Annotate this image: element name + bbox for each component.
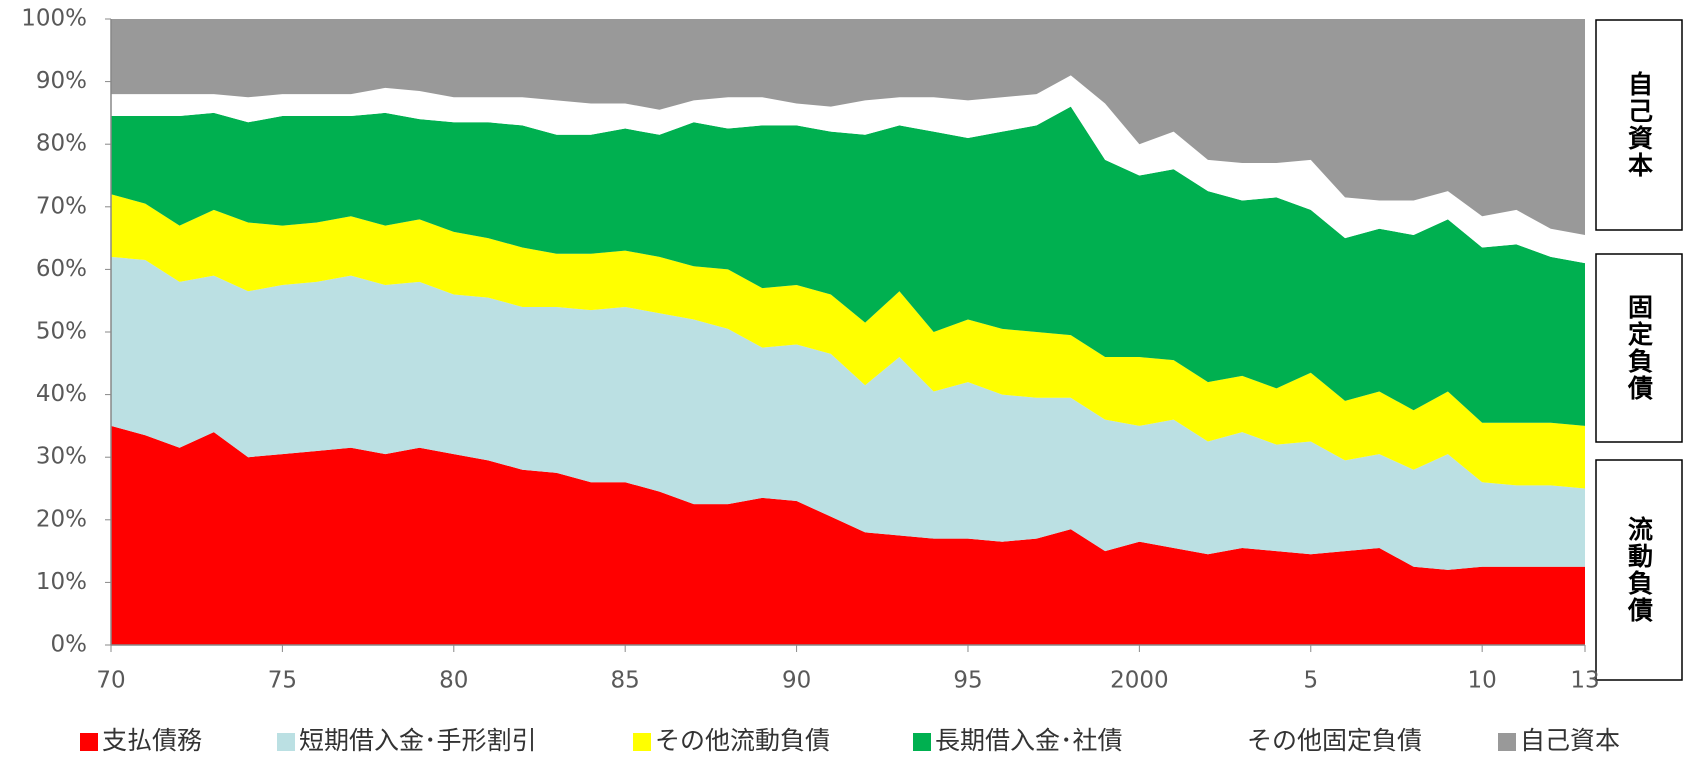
y-tick-label: 10%: [36, 569, 87, 595]
area: [111, 194, 1585, 489]
y-tick-label: 40%: [36, 381, 87, 407]
area: [111, 425, 1585, 645]
y-tick-label: 90%: [36, 68, 87, 94]
x-tick-label: 90: [782, 668, 811, 694]
annotation-box: [1595, 459, 1683, 681]
area: [111, 19, 1585, 235]
y-tick-label: 50%: [36, 319, 87, 345]
area: [111, 75, 1585, 264]
x-tick-label: 95: [953, 668, 982, 694]
annotation-box: [1595, 253, 1683, 443]
legend-label: その他固定負債: [1247, 726, 1422, 755]
y-tick-label: 20%: [36, 506, 87, 532]
annotation: 流動負債: [1625, 516, 1655, 624]
x-tick-label: 5: [1303, 668, 1318, 694]
y-tick-label: 100%: [21, 6, 87, 32]
area: [111, 256, 1585, 570]
legend-swatch: [1498, 733, 1516, 751]
legend-swatch: [80, 733, 98, 751]
legend-swatch: [633, 733, 651, 751]
legend-swatch: [1225, 733, 1243, 751]
y-tick-label: 80%: [36, 131, 87, 157]
y-tick-label: 0%: [51, 632, 88, 658]
y-tick-label: 30%: [36, 444, 87, 470]
legend-label: その他流動負債: [655, 726, 830, 755]
y-tick-label: 70%: [36, 193, 87, 219]
annotation: 固定負債: [1625, 294, 1655, 402]
y-tick-label: 60%: [36, 256, 87, 282]
x-tick-label: 80: [439, 668, 468, 694]
x-tick-label: 2000: [1110, 668, 1169, 694]
legend-swatch: [913, 733, 931, 751]
legend-label: 支払債務: [102, 726, 202, 755]
x-tick-label: 13: [1570, 668, 1599, 694]
area: [111, 106, 1585, 426]
legend-label: 長期借入金･社債: [935, 726, 1123, 755]
x-tick-label: 10: [1468, 668, 1497, 694]
x-tick-label: 85: [611, 668, 640, 694]
legend-label: 短期借入金･手形割引: [299, 726, 537, 755]
legend-swatch: [277, 733, 295, 751]
x-tick-label: 75: [268, 668, 297, 694]
annotation-box: [1595, 19, 1683, 231]
x-tick-label: 70: [96, 668, 125, 694]
legend-label: 自己資本: [1520, 726, 1620, 755]
annotation: 自己資本: [1625, 71, 1654, 179]
